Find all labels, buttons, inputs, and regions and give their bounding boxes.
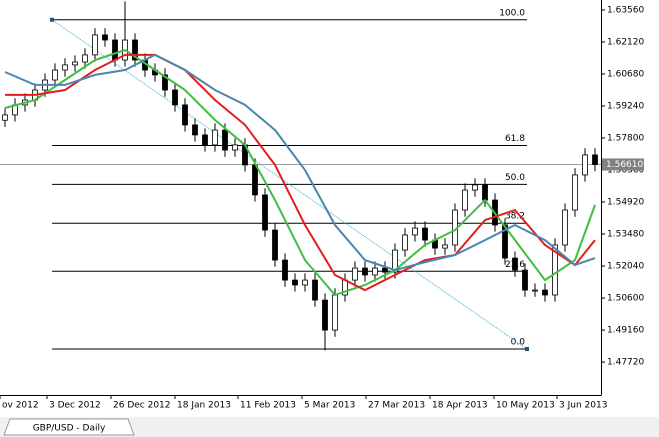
candle-body	[192, 124, 198, 136]
moving-average-line	[4, 48, 596, 297]
fib-anchor	[525, 346, 529, 351]
y-tick-label: 1.63560	[607, 6, 644, 16]
x-tick-label: 18 Apr 2013	[432, 401, 488, 411]
candle-body	[252, 164, 258, 196]
x-tick-label: ov 2012	[2, 401, 39, 411]
x-tick-label: 11 Feb 2013	[240, 401, 296, 411]
candle-body	[322, 299, 328, 331]
candle-body	[312, 279, 318, 301]
y-tick-label: 1.62120	[607, 38, 644, 48]
candle-body	[522, 269, 528, 291]
y-tick-label: 1.59240	[607, 102, 644, 112]
candle-body	[132, 39, 138, 61]
candle-body	[502, 224, 508, 259]
chart-tab[interactable]	[3, 418, 135, 436]
y-tick-label: 1.56360	[607, 166, 644, 176]
candle-body	[412, 227, 418, 236]
candle-body	[462, 189, 468, 211]
candle-body	[262, 194, 268, 231]
candle-body	[162, 74, 168, 91]
y-tick-label: 1.49160	[607, 326, 644, 336]
y-tick-label: 1.54920	[607, 198, 644, 208]
plot-area: 100.061.850.038.223.60.0	[0, 1, 601, 351]
fib-level-label: 50.0	[505, 173, 525, 183]
candle-body	[302, 279, 308, 286]
candle-body	[92, 34, 98, 56]
candle-body	[172, 89, 178, 106]
candle-body	[2, 114, 8, 121]
candle-body	[592, 154, 598, 165]
candle-body	[202, 134, 208, 146]
x-tick-label: 26 Dec 2012	[113, 401, 171, 411]
candle-body	[442, 244, 448, 249]
tab-bar	[0, 417, 659, 437]
candle-body	[112, 39, 118, 61]
current-price-box	[602, 158, 644, 171]
x-tick-label: 5 Mar 2013	[304, 401, 355, 411]
moving-average-line	[5, 53, 596, 292]
candle-body	[402, 234, 408, 251]
candle-body	[332, 294, 338, 331]
y-tick-label: 1.52040	[607, 262, 644, 272]
candle-body	[52, 69, 58, 81]
y-tick-label: 1.53480	[607, 230, 644, 240]
fib-trendline	[51, 19, 528, 350]
candle-body	[532, 289, 538, 292]
candle-body	[72, 61, 78, 66]
x-tick-label: 3 Dec 2012	[49, 401, 101, 411]
x-tick-label: 10 May 2013	[496, 401, 555, 411]
candle-body	[482, 184, 488, 201]
x-tick-label: 27 Mar 2013	[368, 401, 425, 411]
candle-body	[392, 249, 398, 273]
candle-body	[282, 259, 288, 281]
moving-average-line	[4, 53, 596, 272]
x-tick-label: 3 Jun 2013	[559, 401, 607, 411]
candle-body	[272, 229, 278, 261]
fib-level-label: 100.0	[499, 8, 525, 18]
candle-body	[552, 244, 558, 296]
candle-body	[362, 267, 368, 276]
fib-anchor	[50, 17, 54, 22]
y-tick-label: 1.60680	[607, 70, 644, 80]
y-tick-label: 1.47720	[607, 358, 644, 368]
candle-body	[352, 267, 358, 281]
symbol-label: GBP/USD - Daily	[33, 424, 106, 434]
candle-body	[232, 144, 238, 151]
candle-body	[382, 267, 388, 273]
x-tick-label: 18 Jan 2013	[177, 401, 231, 411]
candle-body	[512, 257, 518, 271]
candle-body	[62, 64, 68, 71]
candle-body	[422, 227, 428, 241]
candle-body	[182, 104, 188, 126]
candle-body	[292, 279, 298, 286]
candle-body	[562, 209, 568, 246]
candle-body	[572, 174, 578, 211]
fib-level-label: 61.8	[505, 134, 525, 144]
candle-body	[222, 129, 228, 151]
candle-body	[372, 267, 378, 276]
fib-level-label: 38.2	[505, 212, 525, 222]
candle-body	[102, 34, 108, 41]
candle-body	[472, 184, 478, 191]
y-tick-label: 1.50600	[607, 294, 644, 304]
candle-body	[542, 289, 548, 296]
current-price-label: 1.56610	[606, 160, 643, 170]
candle-body	[582, 154, 588, 176]
y-tick-label: 1.57800	[607, 134, 644, 144]
candle-body	[82, 54, 88, 63]
candle-body	[212, 129, 218, 146]
